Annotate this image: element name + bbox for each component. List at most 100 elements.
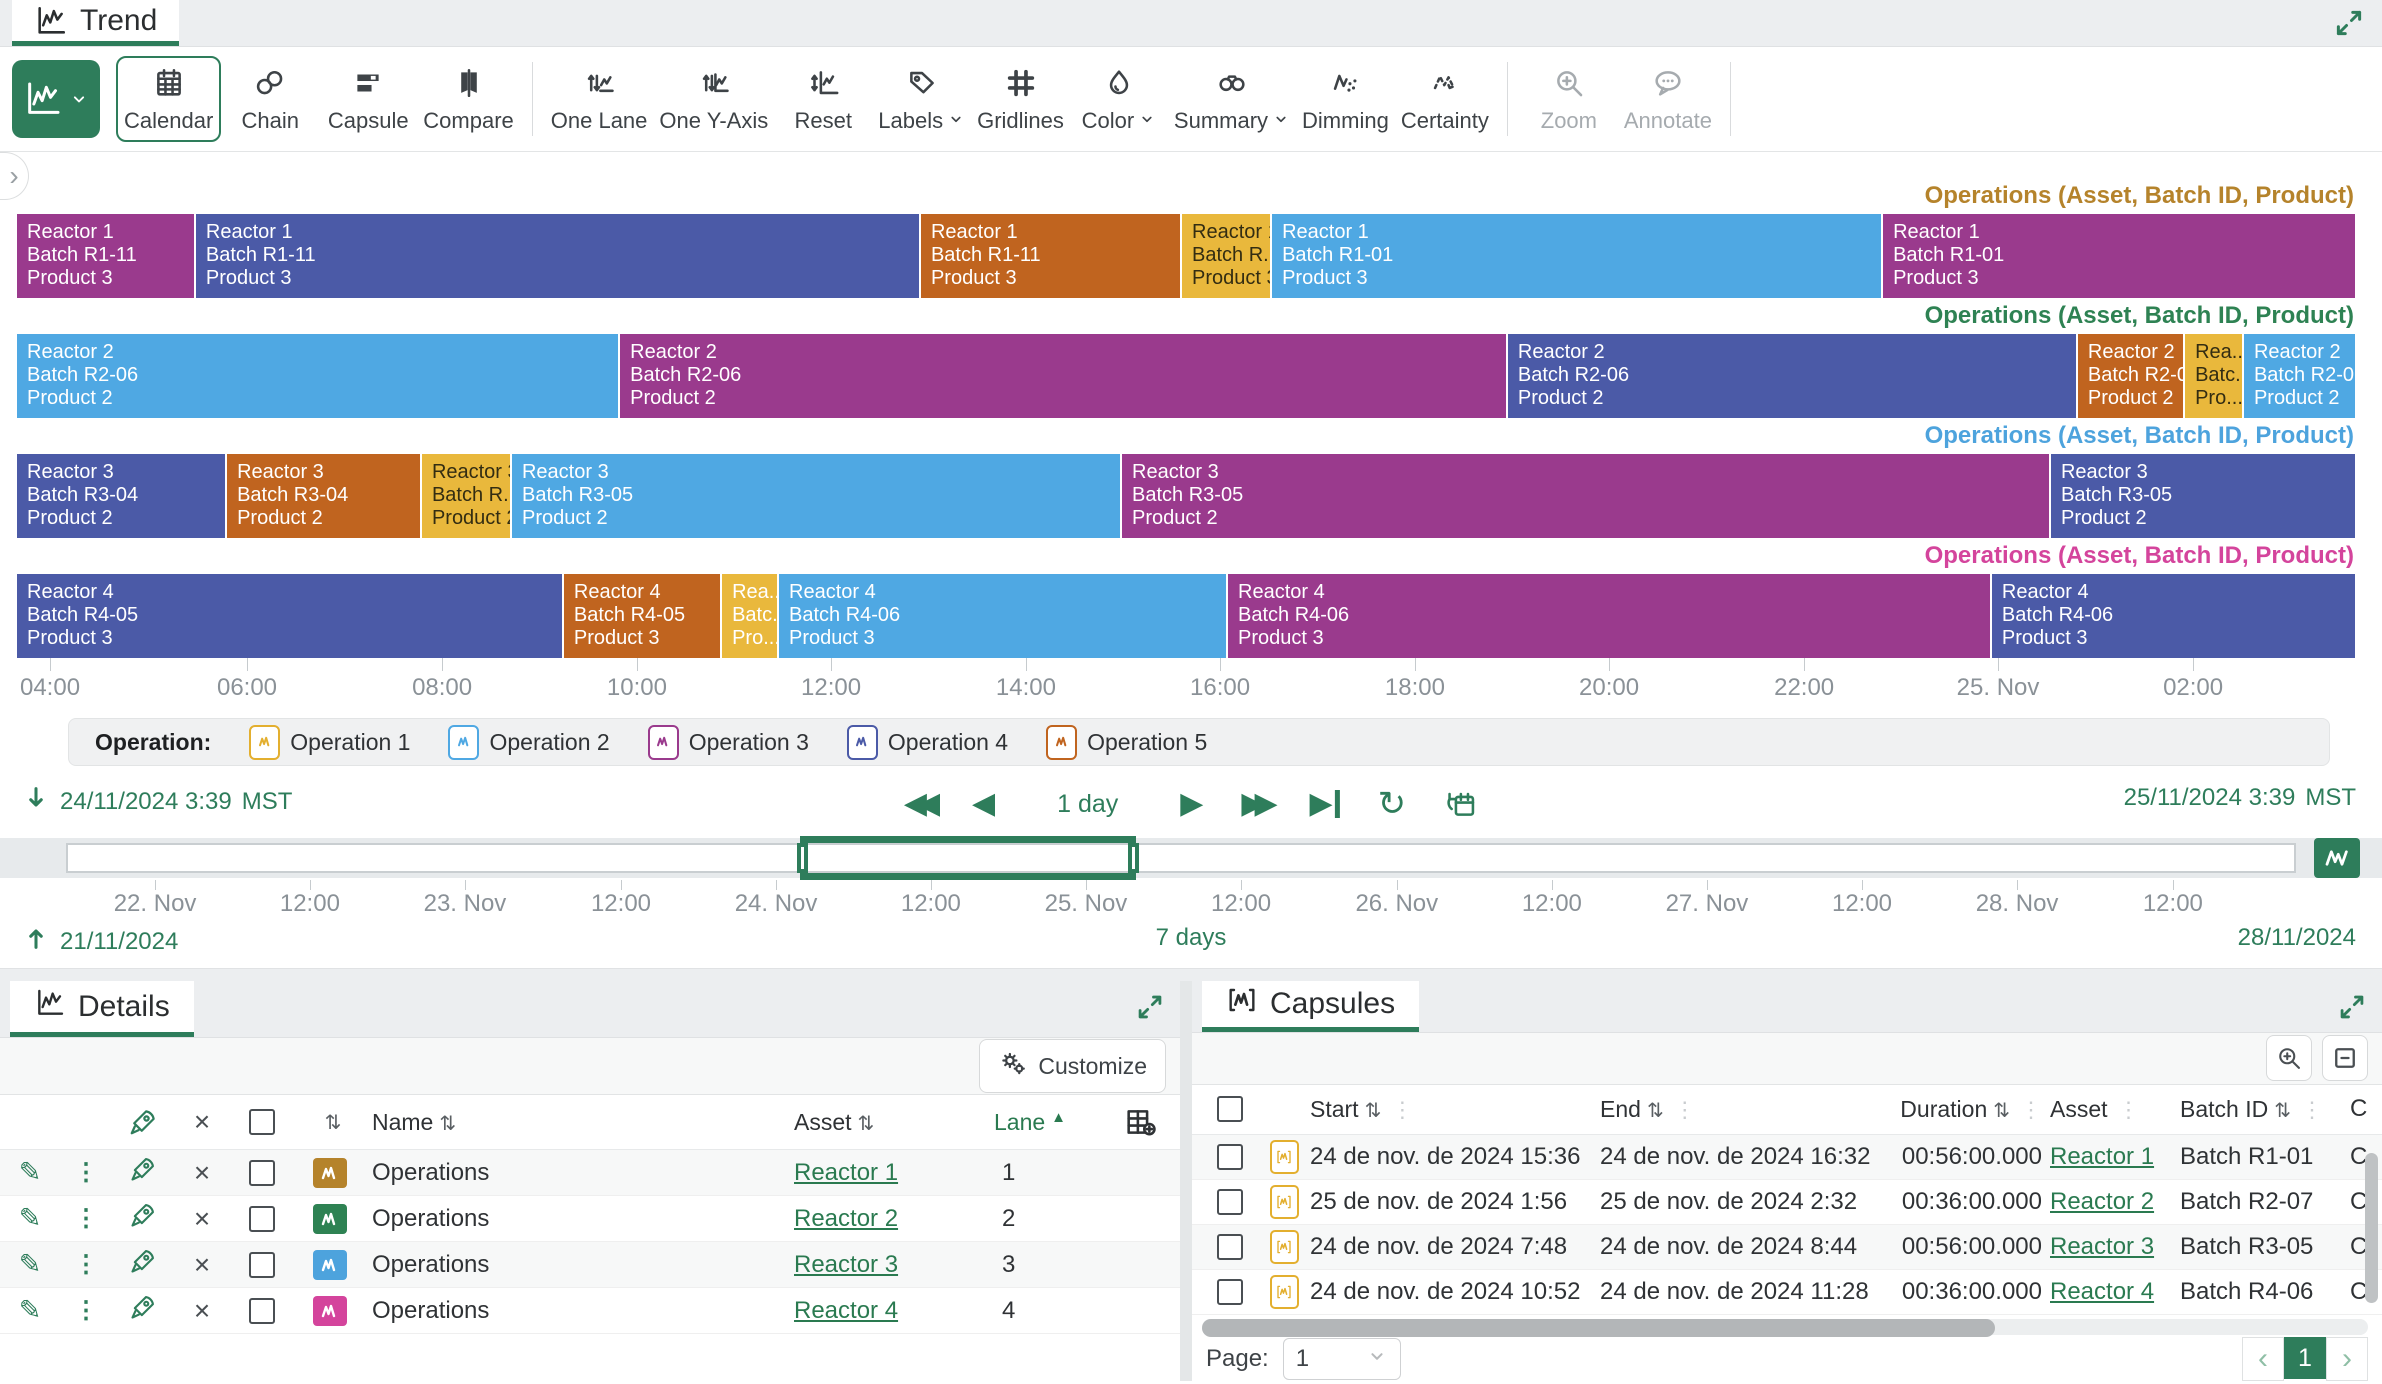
- capsule-asset-link[interactable]: Reactor 2: [2050, 1187, 2155, 1215]
- step-forward-button[interactable]: ▶: [1174, 788, 1209, 820]
- capsule-segment[interactable]: Reactor 3 Batch R3-05 Product 2: [2048, 454, 2356, 538]
- remove-row-icon[interactable]: ×: [193, 1156, 211, 1188]
- sort-color-icon[interactable]: ⇅: [324, 1111, 342, 1134]
- asset-link[interactable]: Reactor 4: [794, 1296, 899, 1324]
- capsule-segment[interactable]: Reactor 4 Batch R4-05 Product 3: [15, 574, 562, 658]
- row-menu-icon[interactable]: ⋮: [74, 1205, 98, 1232]
- asset-link[interactable]: Reactor 2: [794, 1204, 899, 1232]
- rocket-icon[interactable]: [112, 1155, 174, 1190]
- legend-item[interactable]: Operation 4: [846, 724, 1008, 760]
- rocket-column-icon[interactable]: [112, 1107, 174, 1137]
- step-back-button[interactable]: ◀: [966, 788, 1001, 820]
- maximize-icon[interactable]: [2334, 8, 2364, 44]
- row-checkbox[interactable]: [230, 1251, 294, 1278]
- select-all-checkbox[interactable]: [249, 1109, 275, 1135]
- capsule-asset-link[interactable]: Reactor 3: [2050, 1232, 2155, 1260]
- timeline-track[interactable]: [0, 836, 2382, 880]
- zoom-to-capsule-icon[interactable]: [2266, 1035, 2312, 1082]
- capsule-checkbox[interactable]: [1202, 1143, 1258, 1170]
- capsule-segment[interactable]: Reactor 4 Batch R4-06 Product 3: [1989, 574, 2356, 658]
- timeline-selection[interactable]: [797, 836, 1140, 880]
- column-capsule-asset[interactable]: Asset ⋮: [2050, 1095, 2140, 1122]
- capsule-checkbox[interactable]: [1202, 1233, 1258, 1260]
- row-checkbox[interactable]: [230, 1159, 294, 1186]
- row-menu-icon[interactable]: ⋮: [74, 1297, 98, 1324]
- column-duration[interactable]: Duration ⇅ ⋮: [1900, 1095, 2042, 1122]
- capsule-segment[interactable]: Reactor 4 Batch R4-06 Product 3: [777, 574, 1226, 658]
- summary-button[interactable]: Summary: [1168, 54, 1296, 144]
- capsule-segment[interactable]: Reactor 3 Batch R3-04 Product 2: [15, 454, 226, 538]
- rocket-icon[interactable]: [112, 1201, 174, 1236]
- pencil-icon[interactable]: ✎: [18, 1157, 42, 1187]
- capsules-hscrollbar[interactable]: [1202, 1318, 2368, 1337]
- one-y-axis-button[interactable]: One Y-Axis: [653, 54, 774, 144]
- column-asset[interactable]: Asset ⇅: [794, 1108, 875, 1135]
- capsule-asset-link[interactable]: Reactor 1: [2050, 1142, 2155, 1170]
- collapse-rows-icon[interactable]: [2322, 1035, 2368, 1082]
- tab-details[interactable]: Details: [10, 981, 194, 1037]
- pencil-icon[interactable]: ✎: [18, 1203, 42, 1233]
- investigate-end-date[interactable]: 28/11/2024: [2237, 924, 2356, 951]
- tab-capsules[interactable]: Capsules: [1202, 981, 1420, 1032]
- details-expand-icon[interactable]: [1136, 993, 1164, 1027]
- zoom-button[interactable]: Zoom: [1520, 54, 1618, 144]
- hscroll-thumb[interactable]: [1202, 1318, 1995, 1337]
- row-checkbox[interactable]: [230, 1205, 294, 1232]
- capsule-segment[interactable]: Rea...Batc...Pro...: [720, 574, 777, 658]
- asset-link[interactable]: Reactor 3: [794, 1250, 899, 1278]
- pencil-icon[interactable]: ✎: [18, 1249, 42, 1279]
- capsule-asset-link[interactable]: Reactor 4: [2050, 1277, 2155, 1305]
- step-to-end-button[interactable]: ▶: [1304, 788, 1346, 820]
- asset-link[interactable]: Reactor 1: [794, 1158, 899, 1186]
- capsules-select-all-checkbox[interactable]: [1217, 1096, 1243, 1123]
- reset-button[interactable]: Reset: [774, 54, 872, 144]
- chain-button[interactable]: Chain: [221, 54, 319, 144]
- capsule-segment[interactable]: Reactor 3 Batch R3-04 Product 2: [225, 454, 420, 538]
- add-column-icon[interactable]: [1100, 1105, 1180, 1139]
- capsule-segment[interactable]: Reactor 4 Batch R4-06 Product 3: [1226, 574, 1990, 658]
- investigate-start-date[interactable]: 21/11/2024: [22, 924, 178, 959]
- capsules-vscrollbar[interactable]: [2365, 1153, 2378, 1303]
- capsule-segment[interactable]: Rea...Batc...Pro...: [2183, 334, 2242, 418]
- capsule-segment[interactable]: Reactor 1 Batch R1-11 Product 3: [193, 214, 919, 298]
- capsule-time-toggle-icon[interactable]: [2314, 838, 2360, 878]
- tab-trend[interactable]: Trend: [12, 0, 180, 46]
- rocket-icon[interactable]: [112, 1293, 174, 1328]
- legend-item[interactable]: Operation 2: [448, 724, 610, 760]
- certainty-button[interactable]: Certainty: [1395, 54, 1495, 144]
- remove-row-icon[interactable]: ×: [193, 1294, 211, 1326]
- investigate-duration[interactable]: 7 days: [1155, 924, 1227, 951]
- panel-divider-vertical[interactable]: [1180, 981, 1192, 1381]
- one-lane-button[interactable]: One Lane: [545, 54, 654, 144]
- selection-left-handle[interactable]: [797, 843, 809, 873]
- row-menu-icon[interactable]: ⋮: [74, 1251, 98, 1278]
- annotate-button[interactable]: Annotate: [1618, 54, 1718, 144]
- step-forward-full-button[interactable]: ▶▶: [1235, 788, 1277, 820]
- column-lane[interactable]: Lane ▲: [994, 1108, 1067, 1135]
- capsule-segment[interactable]: Reactor 1 Batch R1-11 Product 3: [15, 214, 194, 298]
- capsule-segment[interactable]: Reactor 3 Batch R3-05 Product 2: [509, 454, 1120, 538]
- capsule-button[interactable]: Capsule: [319, 54, 417, 144]
- range-end-datetime[interactable]: 25/11/2024 3:39 MST: [2124, 784, 2356, 812]
- labels-button[interactable]: Labels: [872, 54, 971, 144]
- capsule-checkbox[interactable]: [1202, 1188, 1258, 1215]
- row-menu-icon[interactable]: ⋮: [74, 1159, 98, 1186]
- capsule-segment[interactable]: Reactor 4 Batch R4-05 Product 3: [561, 574, 721, 658]
- step-size-label[interactable]: 1 day: [1057, 789, 1119, 818]
- pencil-icon[interactable]: ✎: [18, 1295, 42, 1325]
- page-select[interactable]: 1: [1282, 1338, 1401, 1381]
- copy-time-range-button[interactable]: [1438, 786, 1484, 822]
- row-checkbox[interactable]: [230, 1297, 294, 1324]
- capsule-segment[interactable]: Reactor 1 Batch R1-01 Product 3: [1270, 214, 1882, 298]
- customize-button[interactable]: Customize: [979, 1039, 1166, 1093]
- selection-right-handle[interactable]: [1128, 843, 1140, 873]
- column-name[interactable]: Name ⇅: [372, 1108, 457, 1135]
- rocket-icon[interactable]: [112, 1247, 174, 1282]
- page-next-button[interactable]: ›: [2326, 1337, 2368, 1382]
- compare-button[interactable]: Compare: [417, 54, 519, 144]
